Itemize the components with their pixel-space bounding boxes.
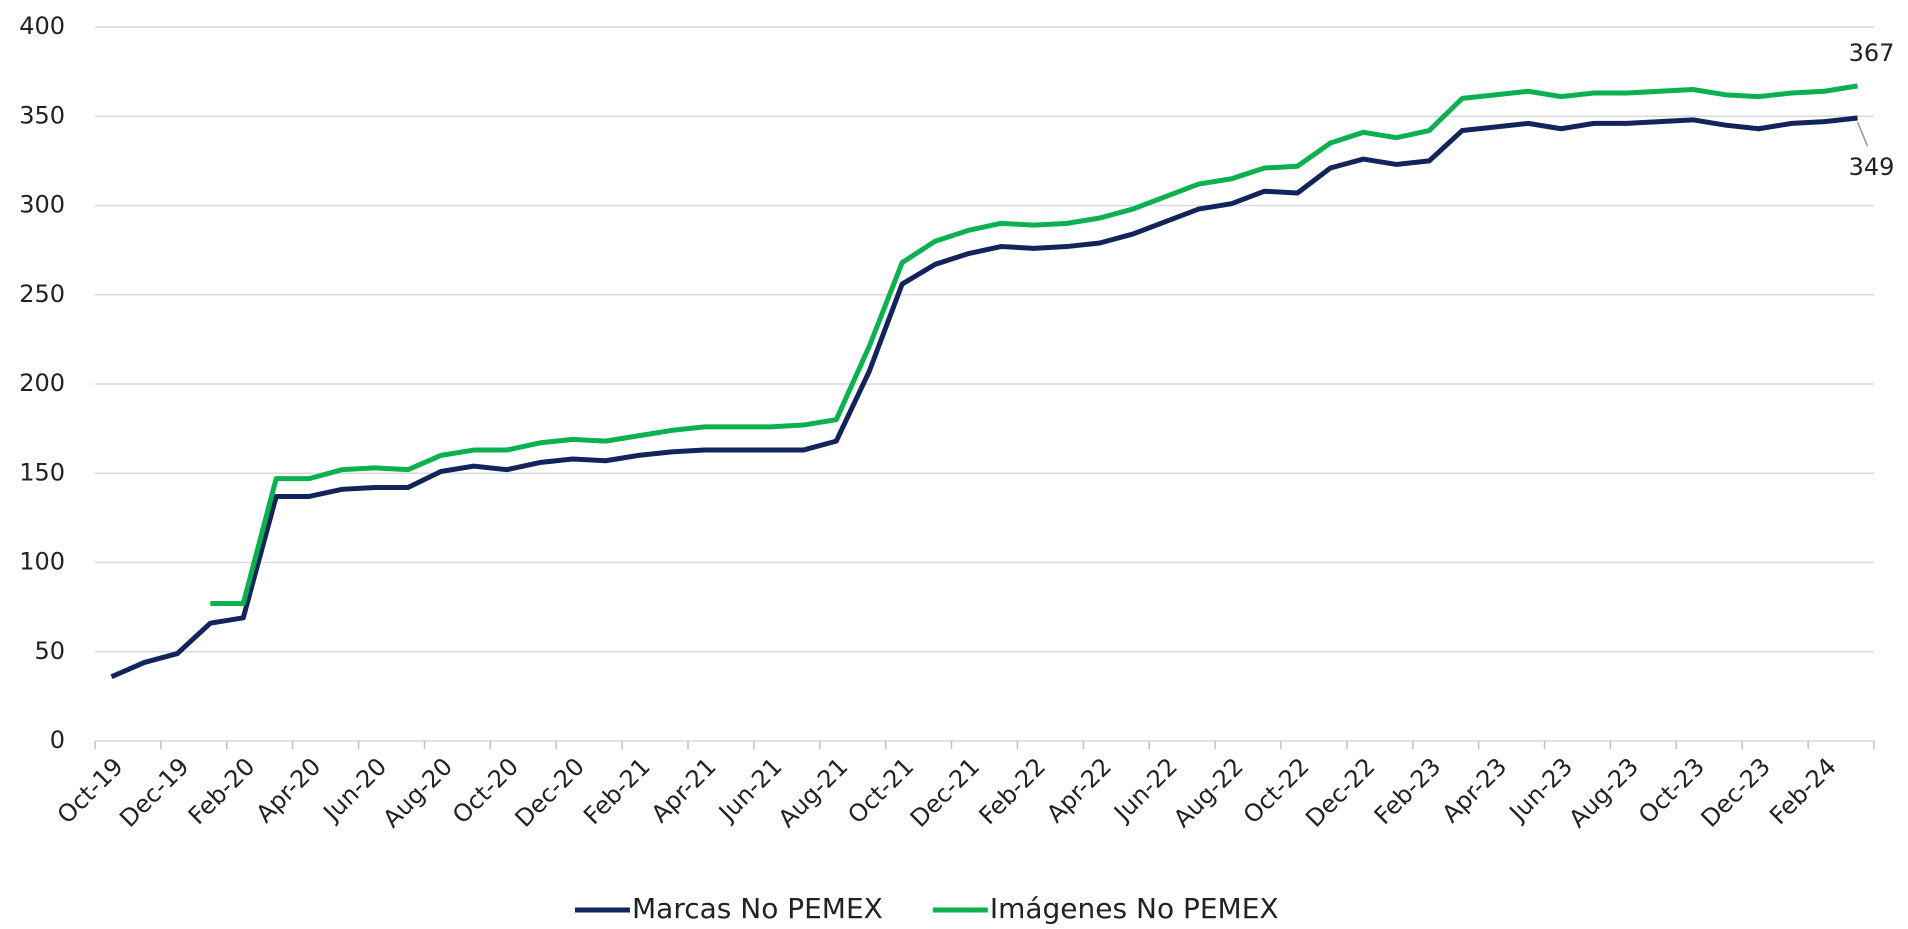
x-tick-label: Feb-21: [578, 752, 656, 830]
leader-line: [1856, 121, 1869, 147]
x-tick-label: Oct-22: [1238, 752, 1315, 829]
x-tick-label: Oct-20: [447, 752, 524, 829]
data-label: 367: [1849, 39, 1895, 67]
x-tick-label: Oct-21: [842, 752, 919, 829]
x-tick-label: Feb-20: [183, 752, 261, 830]
x-tick-label: Aug-20: [377, 752, 458, 833]
x-tick-label: Apr-22: [1041, 752, 1117, 828]
x-tick-label: Aug-21: [773, 752, 854, 833]
y-tick-label: 350: [19, 101, 65, 129]
y-tick-label: 50: [34, 637, 65, 665]
x-tick-label: Feb-22: [974, 752, 1052, 830]
x-tick-label: Dec-23: [1696, 752, 1776, 832]
x-tick-label: Dec-20: [510, 752, 590, 832]
y-tick-label: 400: [19, 12, 65, 40]
legend-label: Imágenes No PEMEX: [990, 892, 1279, 925]
x-tick-label: Feb-24: [1764, 752, 1842, 830]
x-tick-label: Aug-22: [1168, 752, 1249, 833]
x-tick-label: Apr-21: [646, 752, 722, 828]
y-tick-label: 100: [19, 548, 65, 576]
series-line: [110, 115, 1858, 680]
x-tick-label: Oct-19: [52, 752, 129, 829]
series-line: [210, 83, 1858, 607]
x-tick-label: Dec-22: [1300, 752, 1380, 832]
x-tick-label: Oct-23: [1633, 752, 1710, 829]
y-tick-label: 150: [19, 458, 65, 486]
y-tick-label: 200: [19, 369, 65, 397]
data-label: 349: [1849, 153, 1895, 181]
x-tick-label: Aug-23: [1563, 752, 1644, 833]
x-tick-label: Apr-23: [1437, 752, 1513, 828]
y-tick-label: 250: [19, 280, 65, 308]
x-tick-label: Dec-19: [114, 752, 194, 832]
x-tick-label: Feb-23: [1369, 752, 1447, 830]
y-tick-label: 0: [50, 726, 65, 754]
x-tick-label: Dec-21: [905, 752, 985, 832]
legend-label: Marcas No PEMEX: [632, 892, 883, 925]
y-tick-label: 300: [19, 191, 65, 219]
x-tick-label: Apr-20: [251, 752, 327, 828]
